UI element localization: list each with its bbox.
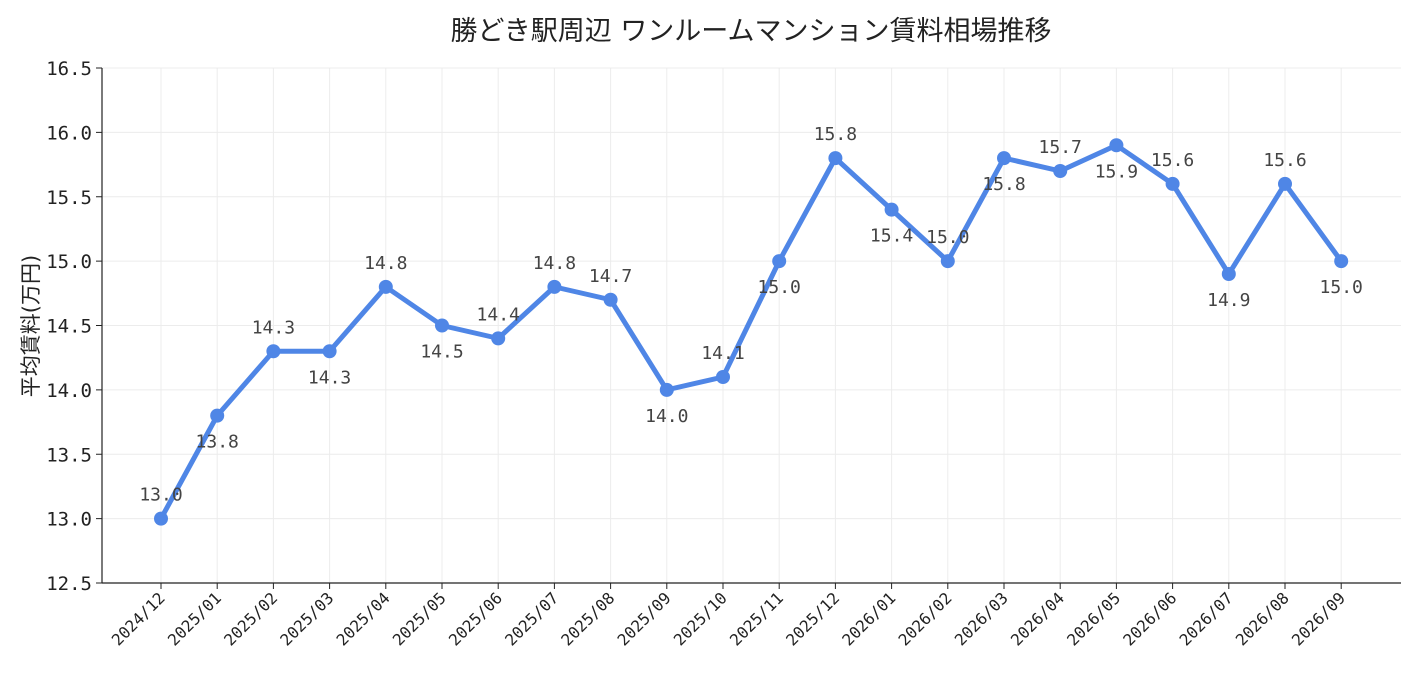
data-label: 15.8: [982, 174, 1025, 195]
series-line: [158, 142, 1344, 522]
x-tick-label: 2026/03: [951, 588, 1012, 649]
data-label: 13.8: [196, 432, 239, 453]
data-label: 15.8: [814, 124, 857, 145]
x-tick-label: 2025/09: [614, 588, 675, 649]
data-label: 15.9: [1095, 161, 1138, 182]
data-label: 15.0: [926, 227, 969, 248]
data-point: [1165, 176, 1180, 191]
chart-title: 勝どき駅周辺 ワンルームマンション賃料相場推移: [451, 16, 1052, 47]
x-tick-label: 2024/12: [108, 588, 169, 649]
x-tick-label: 2026/08: [1232, 588, 1293, 649]
y-tick-label: 16.5: [46, 58, 92, 80]
data-label: 14.5: [420, 342, 463, 363]
x-tick-label: 2025/06: [445, 588, 506, 649]
x-tick-label: 2025/12: [782, 588, 843, 649]
data-point: [772, 254, 787, 269]
data-label: 15.4: [870, 226, 913, 247]
x-tick-label: 2025/11: [726, 588, 787, 649]
data-point: [603, 292, 618, 307]
data-label: 14.4: [477, 304, 520, 325]
x-tick-label: 2026/07: [1176, 588, 1237, 649]
data-label: 14.3: [252, 317, 295, 338]
data-point: [659, 382, 674, 397]
y-tick-label: 13.0: [46, 509, 92, 531]
x-tick-label: 2025/08: [557, 588, 618, 649]
data-point: [1053, 164, 1068, 178]
data-point: [1109, 138, 1124, 153]
data-label: 15.0: [1320, 277, 1363, 298]
data-point: [1278, 176, 1292, 191]
x-tick-label: 2026/05: [1063, 588, 1124, 649]
y-tick-label: 15.5: [46, 187, 92, 209]
x-tick-label: 2025/01: [164, 588, 225, 649]
data-point: [1221, 267, 1236, 281]
data-label: 15.6: [1263, 150, 1306, 171]
data-point: [378, 279, 393, 294]
data-point: [491, 331, 506, 346]
x-tick-label: 2026/06: [1119, 588, 1180, 649]
x-tick-label: 2025/07: [501, 588, 562, 649]
data-point: [828, 151, 843, 166]
data-label: 14.8: [364, 253, 407, 274]
data-point: [266, 344, 281, 359]
data-label: 15.6: [1151, 150, 1194, 171]
data-label: 14.1: [701, 343, 744, 364]
x-tick-label: 2025/03: [276, 588, 337, 649]
data-point: [884, 202, 899, 217]
data-point: [435, 318, 449, 333]
y-tick-label: 16.0: [46, 122, 92, 144]
data-point: [1334, 254, 1349, 269]
data-label: 14.7: [589, 266, 632, 287]
y-axis-label: 平均賃料(万円): [19, 255, 43, 397]
data-label: 15.7: [1039, 137, 1082, 158]
data-point: [210, 408, 225, 423]
x-tick-label: 2026/09: [1288, 588, 1349, 649]
data-label: 14.0: [645, 406, 688, 427]
x-tick-label: 2025/04: [333, 588, 394, 649]
data-point: [716, 370, 730, 384]
grid: [102, 67, 1401, 584]
x-tick-label: 2025/10: [670, 588, 731, 649]
y-tick-label: 14.0: [46, 380, 92, 402]
y-tick-label: 12.5: [46, 573, 92, 595]
y-tick-label: 13.5: [46, 444, 92, 466]
data-point: [940, 254, 955, 269]
data-label: 15.0: [758, 277, 801, 298]
data-label: 14.9: [1207, 290, 1250, 311]
data-label: 14.8: [533, 253, 576, 274]
x-tick-label: 2026/04: [1007, 588, 1068, 649]
x-tick-label: 2025/02: [220, 588, 281, 649]
data-points: [154, 138, 1349, 526]
data-point: [322, 344, 337, 359]
data-label: 14.3: [308, 367, 351, 388]
data-point: [997, 151, 1011, 166]
data-point: [547, 279, 562, 294]
data-point: [154, 511, 168, 526]
x-tick-label: 2026/02: [895, 588, 956, 649]
x-tick-label: 2026/01: [838, 588, 899, 649]
x-tick-label: 2025/05: [389, 588, 450, 649]
x-ticks: 2024/122025/012025/022025/032025/042025/…: [108, 583, 1349, 650]
y-tick-label: 15.0: [46, 251, 92, 273]
data-labels: 13.0 13.8 14.3 14.3 14.8 14.5 14.4 14.8 14.7 14.0…: [139, 124, 1363, 506]
y-ticks: 12.5 13.0 13.5 14.0 14.5 15.0 15.5 16.0 16.5: [46, 58, 102, 595]
data-label: 13.0: [139, 485, 182, 506]
y-tick-label: 14.5: [46, 316, 92, 338]
